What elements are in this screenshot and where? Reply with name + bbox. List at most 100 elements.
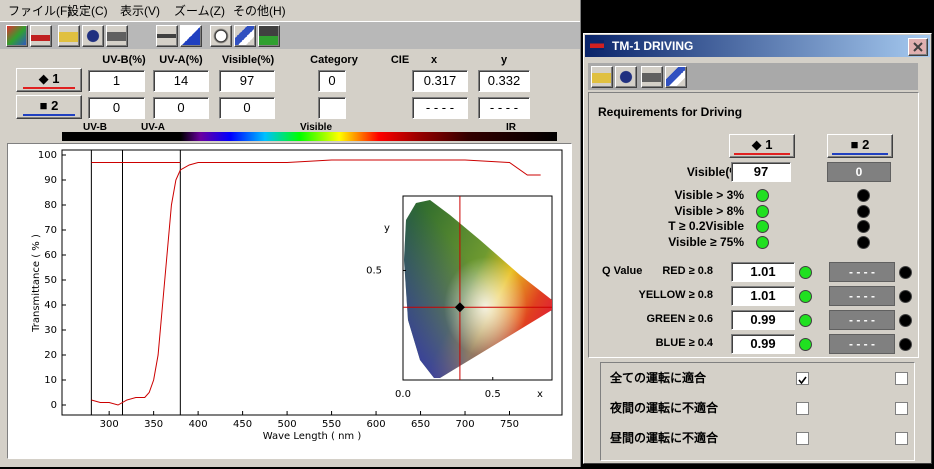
series-button[interactable]: ◆ 1 — [16, 68, 82, 92]
tool-button[interactable] — [615, 66, 637, 88]
x-tick-label: 650 — [411, 419, 430, 430]
x-axis-label: Wave Length ( nm ) — [263, 431, 362, 442]
tool-button[interactable] — [156, 25, 178, 47]
column-header: x — [430, 54, 438, 66]
menu-item[interactable]: ズーム(Z) — [174, 4, 225, 18]
driving-window: TM-1 DRIVING Requirements for Driving ◆ 1 ■… — [583, 33, 932, 464]
main-window: 0 10 20 30 40 50 60 70 80 90 100 300 350 400 450 500 550… — [0, 0, 581, 467]
q-value: 1.01 — [731, 262, 795, 282]
button-underline — [734, 153, 790, 155]
status-dot — [899, 266, 912, 279]
q-value: - - - - — [829, 262, 895, 282]
status-dot — [857, 204, 870, 218]
series-button[interactable]: ◆ 1 — [729, 134, 795, 158]
title-bar — [585, 35, 930, 57]
q-value: - - - - — [829, 334, 895, 354]
checkbox[interactable] — [895, 402, 908, 415]
status-dot — [799, 266, 812, 279]
checkbox[interactable] — [895, 372, 908, 385]
criterion-label: Visible ≥ 75% — [668, 234, 744, 249]
menu-item[interactable]: 表示(V) — [120, 4, 160, 18]
x-tick-label: 550 — [322, 419, 341, 430]
tool-button[interactable] — [234, 25, 256, 47]
x-tick-label: 400 — [189, 419, 208, 430]
menu-item[interactable]: 設定(C) — [67, 4, 108, 18]
status-dot — [857, 189, 870, 202]
check-label: 夜間の運転に不適合 — [610, 401, 719, 415]
checkbox[interactable] — [895, 432, 908, 445]
criterion-label: T ≥ 0.2Visible — [668, 219, 744, 233]
tool-button[interactable] — [82, 25, 104, 47]
x-tick-label: 300 — [100, 419, 119, 430]
value-cell: 0.317 — [412, 70, 468, 92]
value-cell: 0 — [219, 97, 275, 119]
toolbar — [0, 21, 580, 49]
spectrum-label: UV-A — [141, 122, 165, 133]
checkbox[interactable] — [796, 372, 809, 385]
checkbox[interactable] — [796, 432, 809, 445]
button-underline — [23, 114, 75, 116]
y-tick-label: 50 — [44, 275, 57, 286]
status-dot — [756, 204, 769, 218]
tool-button[interactable] — [210, 25, 232, 47]
tool-button[interactable] — [106, 25, 128, 47]
x-tick-label: 700 — [455, 419, 474, 430]
y-tick-label: 0 — [51, 400, 57, 411]
check-label: 全ての運転に適合 — [610, 371, 707, 385]
column-header: y — [500, 54, 508, 66]
tool-button[interactable] — [6, 25, 28, 47]
x-tick-label: 0.0 — [395, 389, 411, 400]
q-value: - - - - — [829, 310, 895, 330]
menu-item[interactable]: その他(H) — [233, 4, 286, 18]
requirements-panel — [588, 92, 919, 358]
q-value: - - - - — [829, 286, 895, 306]
column-header: Category — [310, 54, 358, 66]
close-icon — [913, 42, 923, 52]
heading: Requirements for Driving — [598, 105, 743, 119]
close-button[interactable] — [908, 38, 928, 56]
tool-button[interactable] — [591, 66, 613, 88]
tool-button[interactable] — [58, 25, 80, 47]
y-tick-label: 0.5 — [366, 265, 382, 276]
series-button[interactable]: ■ 2 — [827, 134, 893, 158]
q-value: 0.99 — [731, 334, 795, 354]
x-tick-label: 600 — [367, 419, 386, 430]
series-button[interactable]: ■ 2 — [16, 95, 82, 119]
checkbox[interactable] — [796, 402, 809, 415]
y-axis-label: y — [384, 223, 390, 234]
status-dot — [899, 290, 912, 303]
column-header: UV-A(%) — [159, 54, 203, 66]
y-axis-label: Transmittance ( % ) — [31, 234, 42, 333]
tool-button[interactable] — [641, 66, 663, 88]
spectrum-label: IR — [506, 122, 516, 133]
x-tick-label: 450 — [233, 419, 252, 430]
window-title: TM-1 DRIVING — [612, 39, 694, 53]
point — [454, 302, 465, 313]
tool-button[interactable] — [258, 25, 280, 47]
y-tick-label: 80 — [44, 200, 57, 211]
close-cross — [913, 42, 923, 52]
window-icon — [590, 40, 604, 50]
button-underline — [23, 87, 75, 89]
status-dot — [899, 338, 912, 351]
status-dot — [799, 338, 812, 351]
tool-button[interactable] — [30, 25, 52, 47]
spectrum-bar — [62, 132, 557, 141]
x-tick-label: 750 — [500, 419, 519, 430]
q-label: Q Value — [602, 265, 643, 277]
y-tick-label: 60 — [44, 250, 57, 261]
q-value: 0.99 — [731, 310, 795, 330]
status-dot — [799, 314, 812, 327]
tool-button[interactable] — [180, 25, 202, 47]
checks-panel — [600, 362, 915, 461]
y-tick-label: 90 — [44, 175, 57, 186]
tool-button[interactable] — [665, 66, 687, 88]
q-value: 1.01 — [731, 286, 795, 306]
column-header: UV-B(%) — [102, 54, 146, 66]
criterion-label: Visible > 8% — [674, 203, 745, 218]
visible-label: Visible(%) — [686, 165, 744, 179]
menu-item[interactable]: ファイル(F) — [8, 4, 72, 18]
spectrum-label: Visible — [299, 122, 333, 133]
value-cell: 14 — [153, 70, 209, 92]
visible-value: 0 — [827, 162, 891, 182]
